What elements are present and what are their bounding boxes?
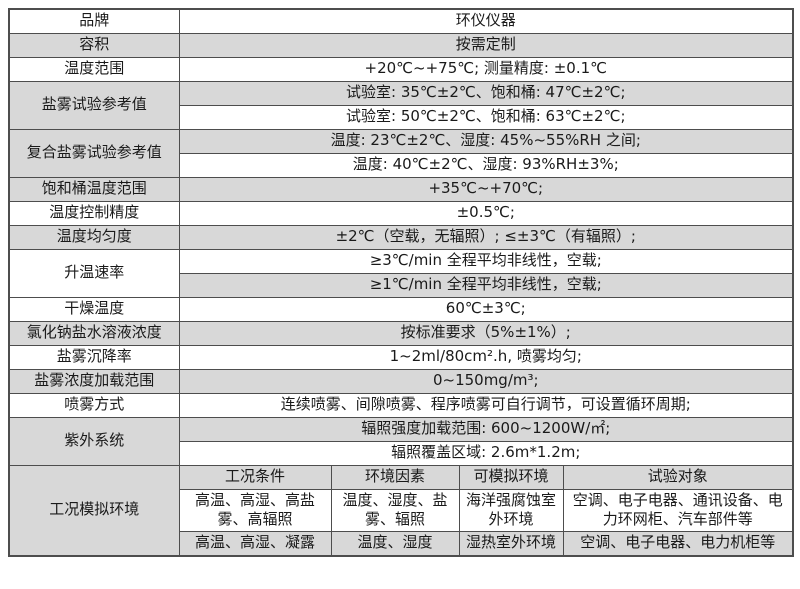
row-value-nacl-solution-concentration: 按标准要求（5%±1%）; (178, 320, 794, 346)
row-value-spray-mode: 连续喷雾、间隙喷雾、程序喷雾可自行调节，可设置循环周期; (178, 392, 794, 418)
row-label-salt-spray-ref: 盐雾试验参考值 (8, 80, 180, 130)
nested-header-simulated-env: 可模拟环境 (458, 464, 564, 490)
row-label-nacl-solution-concentration: 氯化钠盐水溶液浓度 (8, 320, 180, 346)
nested-cell-test-object-2: 空调、电子电器、电力机柜等 (562, 531, 794, 557)
nested-cell-condition-1: 高温、高湿、高盐雾、高辐照 (178, 488, 332, 533)
nested-cell-simulated-env-2: 湿热室外环境 (458, 531, 564, 557)
row-value-uv-system-2: 辐照覆盖区域: 2.6m*1.2m; (178, 440, 794, 466)
row-value-brand: 环仪仪器 (178, 8, 794, 34)
table-row: 工况模拟环境 工况条件 环境因素 可模拟环境 试验对象 (8, 464, 794, 557)
table-row: 高温、高湿、凝露 温度、湿度 湿热室外环境 空调、电子电器、电力机柜等 (9, 531, 794, 557)
row-value-temp-range: +20℃~+75℃; 测量精度: ±0.1℃ (178, 56, 794, 82)
nested-cell-env-factor-2: 温度、湿度 (330, 531, 460, 557)
row-value-temp-control-accuracy: ±0.5℃; (178, 200, 794, 226)
table-row: 温度范围 +20℃~+75℃; 测量精度: ±0.1℃ (8, 56, 794, 82)
nested-cell-simulated-env-1: 海洋强腐蚀室外环境 (458, 488, 564, 533)
row-value-salt-spray-ref-1: 试验室: 35℃±2℃、饱和桶: 47℃±2℃; (178, 80, 794, 106)
nested-header-env-factor: 环境因素 (330, 464, 460, 490)
table-row: 高温、高湿、高盐雾、高辐照 温度、湿度、盐雾、辐照 海洋强腐蚀室外环境 空调、电… (9, 488, 794, 533)
table-row: 温度控制精度 ±0.5℃; (8, 200, 794, 226)
table-row: 干燥温度 60℃±3℃; (8, 296, 794, 322)
table-row: 喷雾方式 连续喷雾、间隙喷雾、程序喷雾可自行调节，可设置循环周期; (8, 392, 794, 418)
row-label-heating-rate: 升温速率 (8, 248, 180, 298)
row-value-heating-rate-1: ≥3℃/min 全程平均非线性，空载; (178, 248, 794, 274)
nested-cell-condition-2: 高温、高湿、凝露 (178, 531, 332, 557)
row-value-salt-spray-ref-2: 试验室: 50℃±2℃、饱和桶: 63℃±2℃; (178, 104, 794, 130)
table-row: 复合盐雾试验参考值 温度: 23℃±2℃、湿度: 45%~55%RH 之间; (8, 128, 794, 178)
nested-header-test-object: 试验对象 (562, 464, 794, 490)
row-value-composite-ref-2: 温度: 40℃±2℃、湿度: 93%RH±3%; (178, 152, 794, 178)
table-row: 氯化钠盐水溶液浓度 按标准要求（5%±1%）; (8, 320, 794, 346)
row-value-uv-system-1: 辐照强度加载范围: 600~1200W/㎡; (178, 416, 794, 442)
row-label-composite-salt-spray-ref: 复合盐雾试验参考值 (8, 128, 180, 178)
nested-cell-test-object-1: 空调、电子电器、通讯设备、电力环网柜、汽车部件等 (562, 488, 794, 533)
row-label-uv-system: 紫外系统 (8, 416, 180, 466)
table-row: 升温速率 ≥3℃/min 全程平均非线性，空载; (8, 248, 794, 298)
row-value-salt-fog-concentration-range: 0~150mg/m³; (178, 368, 794, 394)
row-label-spray-mode: 喷雾方式 (8, 392, 180, 418)
row-label-volume: 容积 (8, 32, 180, 58)
row-label-brand: 品牌 (8, 8, 180, 34)
spec-table: 品牌 环仪仪器 容积 按需定制 温度范围 +20℃~+75℃; 测量精度: ±0… (8, 8, 795, 557)
table-row: 盐雾试验参考值 试验室: 35℃±2℃、饱和桶: 47℃±2℃; (8, 80, 794, 130)
row-label-temp-uniformity: 温度均匀度 (8, 224, 180, 250)
table-row: 辐照覆盖区域: 2.6m*1.2m; (9, 440, 794, 466)
row-value-composite-ref-1: 温度: 23℃±2℃、湿度: 45%~55%RH 之间; (178, 128, 794, 154)
nested-cell-env-factor-1: 温度、湿度、盐雾、辐照 (330, 488, 460, 533)
table-row: 温度均匀度 ±2℃（空载，无辐照）; ≤±3℃（有辐照）; (8, 224, 794, 250)
row-value-drying-temp: 60℃±3℃; (178, 296, 794, 322)
row-value-volume: 按需定制 (178, 32, 794, 58)
table-row: 紫外系统 辐照强度加载范围: 600~1200W/㎡; (8, 416, 794, 466)
row-label-drying-temp: 干燥温度 (8, 296, 180, 322)
row-label-temp-control-accuracy: 温度控制精度 (8, 200, 180, 226)
table-row: 试验室: 50℃±2℃、饱和桶: 63℃±2℃; (9, 104, 794, 130)
row-value-heating-rate-2: ≥1℃/min 全程平均非线性，空载; (178, 272, 794, 298)
table-row: 饱和桶温度范围 +35℃~+70℃; (8, 176, 794, 202)
row-label-salt-fog-settlement-rate: 盐雾沉降率 (8, 344, 180, 370)
row-label-temp-range: 温度范围 (8, 56, 180, 82)
table-row: 盐雾浓度加载范围 0~150mg/m³; (8, 368, 794, 394)
row-value-temp-uniformity: ±2℃（空载，无辐照）; ≤±3℃（有辐照）; (178, 224, 794, 250)
table-row: 品牌 环仪仪器 (8, 8, 794, 34)
table-row: 容积 按需定制 (8, 32, 794, 58)
row-label-saturator-temp-range: 饱和桶温度范围 (8, 176, 180, 202)
row-value-salt-fog-settlement-rate: 1~2ml/80cm².h, 喷雾均匀; (178, 344, 794, 370)
table-row: 盐雾沉降率 1~2ml/80cm².h, 喷雾均匀; (8, 344, 794, 370)
nested-header-condition: 工况条件 (178, 464, 332, 490)
row-value-saturator-temp-range: +35℃~+70℃; (178, 176, 794, 202)
row-label-condition-simulation-env: 工况模拟环境 (8, 464, 180, 557)
row-label-salt-fog-concentration-range: 盐雾浓度加载范围 (8, 368, 180, 394)
